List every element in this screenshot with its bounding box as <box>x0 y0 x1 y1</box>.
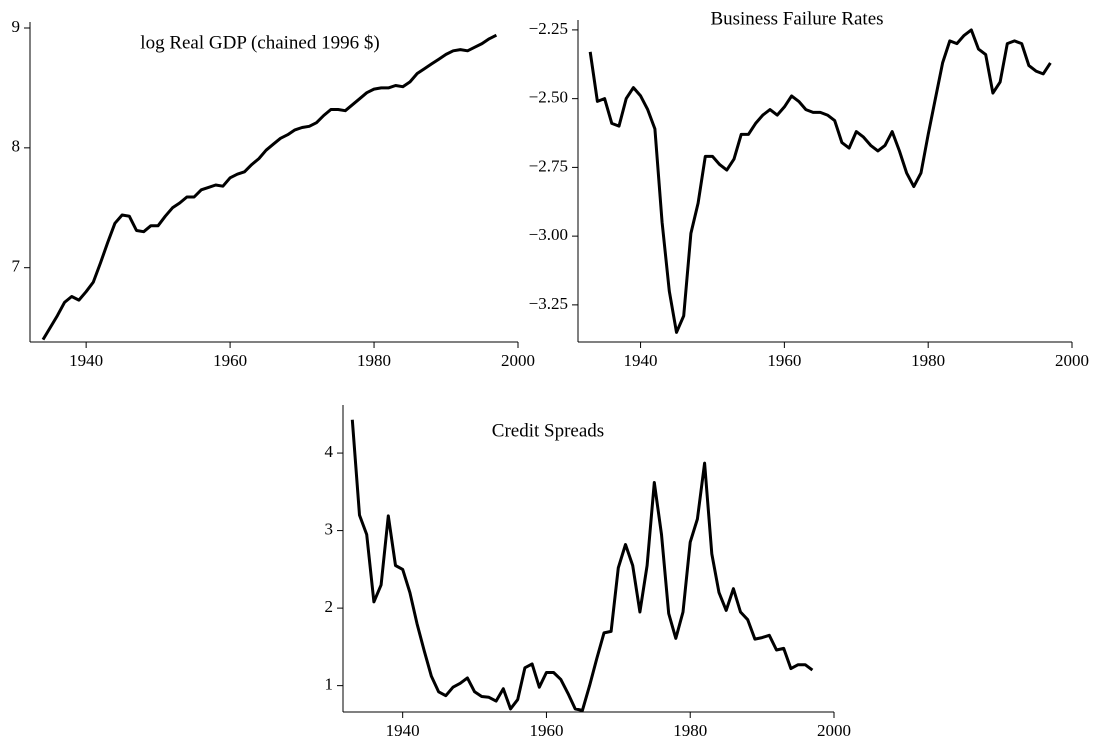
x-tick-label: 2000 <box>1055 351 1089 370</box>
panel: 1 2 3 4 1940 1960 1980 2000 Credit Spreads <box>325 405 851 740</box>
x-tick-label: 1960 <box>767 351 801 370</box>
y-tick-label: −3.25 <box>529 294 568 313</box>
y-tick-label: −2.75 <box>529 156 568 175</box>
x-tick-label: 2000 <box>817 721 851 740</box>
y-tick-label: −3.00 <box>529 225 568 244</box>
x-tick-label: 1980 <box>357 351 391 370</box>
y-tick-label: 8 <box>12 137 21 156</box>
x-tick-label: 1940 <box>386 721 420 740</box>
x-tick-label: 1940 <box>69 351 103 370</box>
y-tick-label: 3 <box>325 519 334 538</box>
panel: −2.25 −2.50 −2.75 −3.00 −3.25 1940 1960 1980 200… <box>529 8 1089 370</box>
y-tick-label: 2 <box>325 597 334 616</box>
series-line <box>41 33 498 341</box>
y-tick-label: 1 <box>325 675 334 694</box>
series-line <box>588 28 1052 334</box>
x-tick-label: 1940 <box>624 351 658 370</box>
series-line <box>350 419 814 712</box>
x-tick-label: 1980 <box>911 351 945 370</box>
x-tick-label: 1980 <box>673 721 707 740</box>
panel: 7 8 9 1940 1960 1980 2000 log Real GDP (chained… <box>12 17 536 370</box>
x-tick-label: 2000 <box>501 351 535 370</box>
panel-title: Business Failure Rates <box>710 8 883 29</box>
y-tick-label: 7 <box>12 257 21 276</box>
y-tick-label: −2.50 <box>529 88 568 107</box>
x-tick-label: 1960 <box>213 351 247 370</box>
panel-title: log Real GDP (chained 1996 $) <box>140 32 379 53</box>
y-tick-label: 9 <box>12 17 21 36</box>
y-tick-label: −2.25 <box>529 19 568 38</box>
panel-title: Credit Spreads <box>492 420 604 441</box>
y-tick-label: 4 <box>325 442 334 461</box>
x-tick-label: 1960 <box>529 721 563 740</box>
